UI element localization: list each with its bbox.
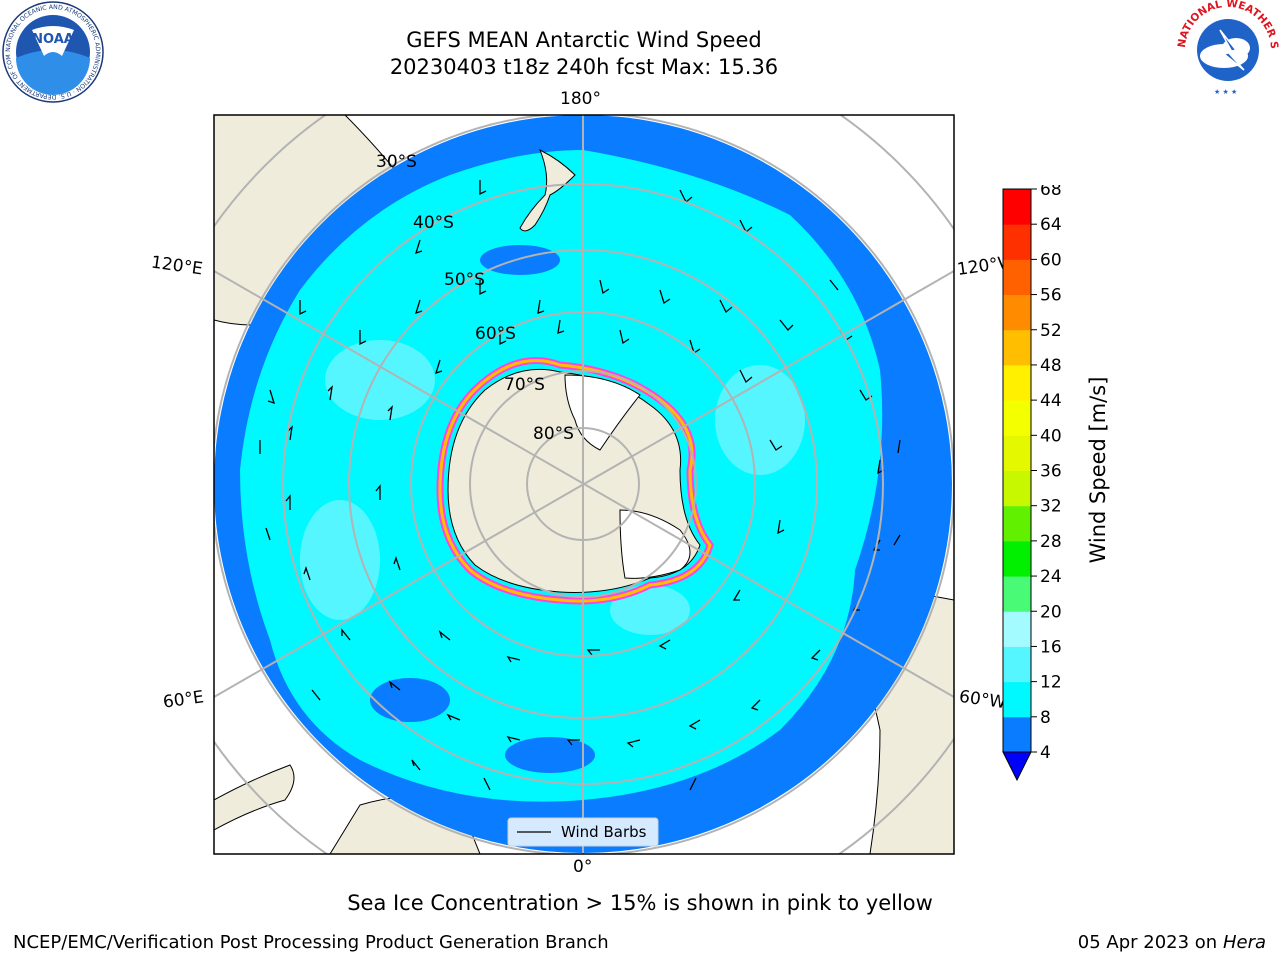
wind-patch (715, 365, 805, 475)
machine-name: Hera (1222, 932, 1266, 953)
noaa-logo: NATIONAL OCEANIC AND ATMOSPHERIC ADMINIS… (2, 0, 104, 103)
colorbar-tick-label: 64 (1040, 215, 1062, 235)
colorbar-tick-label: 60 (1040, 250, 1062, 270)
date-note: 05 Apr 2023 on Hera (1078, 932, 1266, 953)
svg-text:★ ★ ★: ★ ★ ★ (1214, 88, 1237, 96)
colorbar-tick-label: 28 (1040, 532, 1062, 552)
colorbar-tick-label: 68 (1040, 185, 1062, 200)
colorbar-band (1003, 576, 1031, 612)
colorbar-tick-label: 48 (1040, 356, 1062, 376)
map-frame (213, 114, 955, 855)
colorbar-band (1003, 470, 1031, 507)
colorbar-band (1003, 259, 1031, 296)
colorbar-band (1003, 294, 1031, 331)
colorbar-tick-label: 40 (1040, 426, 1062, 446)
colorbar-band (1003, 716, 1031, 753)
date-text: 05 Apr 2023 on (1077, 932, 1223, 953)
lat-label-50s: 50°S (444, 270, 485, 290)
madagascar-land (214, 764, 295, 831)
wind-patch (610, 585, 690, 635)
new-zealand-land (519, 148, 576, 232)
colorbar-tick-label: 52 (1040, 321, 1062, 341)
chart-subtitle: 20230403 t18z 240h fcst Max: 15.36 (389, 55, 779, 79)
producer-note: NCEP/EMC/Verification Post Processing Pr… (13, 932, 609, 953)
colorbar-band (1003, 540, 1031, 577)
wind-patch (300, 500, 380, 620)
colorbar-tick-label: 8 (1040, 708, 1051, 728)
lat-label-70s: 70°S (504, 375, 545, 395)
legend-label: Wind Barbs (561, 823, 647, 841)
colorbar-tick-label: 12 (1040, 673, 1062, 693)
lat-label-60s: 60°S (475, 324, 516, 344)
colorbar-tick-label: 16 (1040, 637, 1062, 657)
wind-patch-low (505, 737, 595, 773)
colorbar-label: Wind Speed [m/s] (1086, 376, 1110, 564)
colorbar-band (1003, 224, 1031, 260)
lat-label-40s: 40°S (413, 213, 454, 233)
lon-label-bottom: 0° (573, 857, 593, 877)
lat-label-80s: 80°S (533, 424, 574, 444)
colorbar-tick-label: 20 (1040, 602, 1062, 622)
wind-patch-low (480, 245, 560, 275)
weddell-ice-shelf (619, 509, 691, 579)
colorbar-band (1003, 400, 1031, 436)
wind-patch-low (370, 678, 450, 722)
lat-label-30s: 30°S (376, 152, 417, 172)
nws-logo: NATIONAL WEATHER SERVICE ★ ★ ★ (1176, 0, 1280, 97)
colorbar-band (1003, 681, 1031, 718)
graticule (214, 115, 954, 854)
sea-ice-note: Sea Ice Concentration > 15% is shown in … (347, 891, 933, 915)
colorbar-band (1003, 364, 1031, 401)
noaa-word: NOAA (32, 32, 74, 47)
chart-title: GEFS MEAN Antarctic Wind Speed (406, 28, 762, 52)
colorbar-band (1003, 435, 1031, 471)
wind-barb-legend: Wind Barbs (507, 817, 659, 847)
lon-label-top: 180° (560, 89, 601, 109)
colorbar-tick-label: 36 (1040, 462, 1062, 482)
colorbar-band (1003, 646, 1031, 683)
colorbar-tick-label: 4 (1040, 743, 1051, 763)
colorbar-band (1003, 189, 1031, 225)
colorbar-band (1003, 329, 1031, 366)
wind-patch (325, 340, 435, 420)
colorbar-tick-label: 32 (1040, 497, 1062, 517)
colorbar-band (1003, 505, 1031, 542)
colorbar-tick-label: 56 (1040, 286, 1062, 306)
wind-barbs (259, 180, 901, 791)
colorbar-band (1003, 611, 1031, 647)
colorbar-tick-label: 44 (1040, 391, 1062, 411)
colorbar-tick-label: 24 (1040, 567, 1062, 587)
